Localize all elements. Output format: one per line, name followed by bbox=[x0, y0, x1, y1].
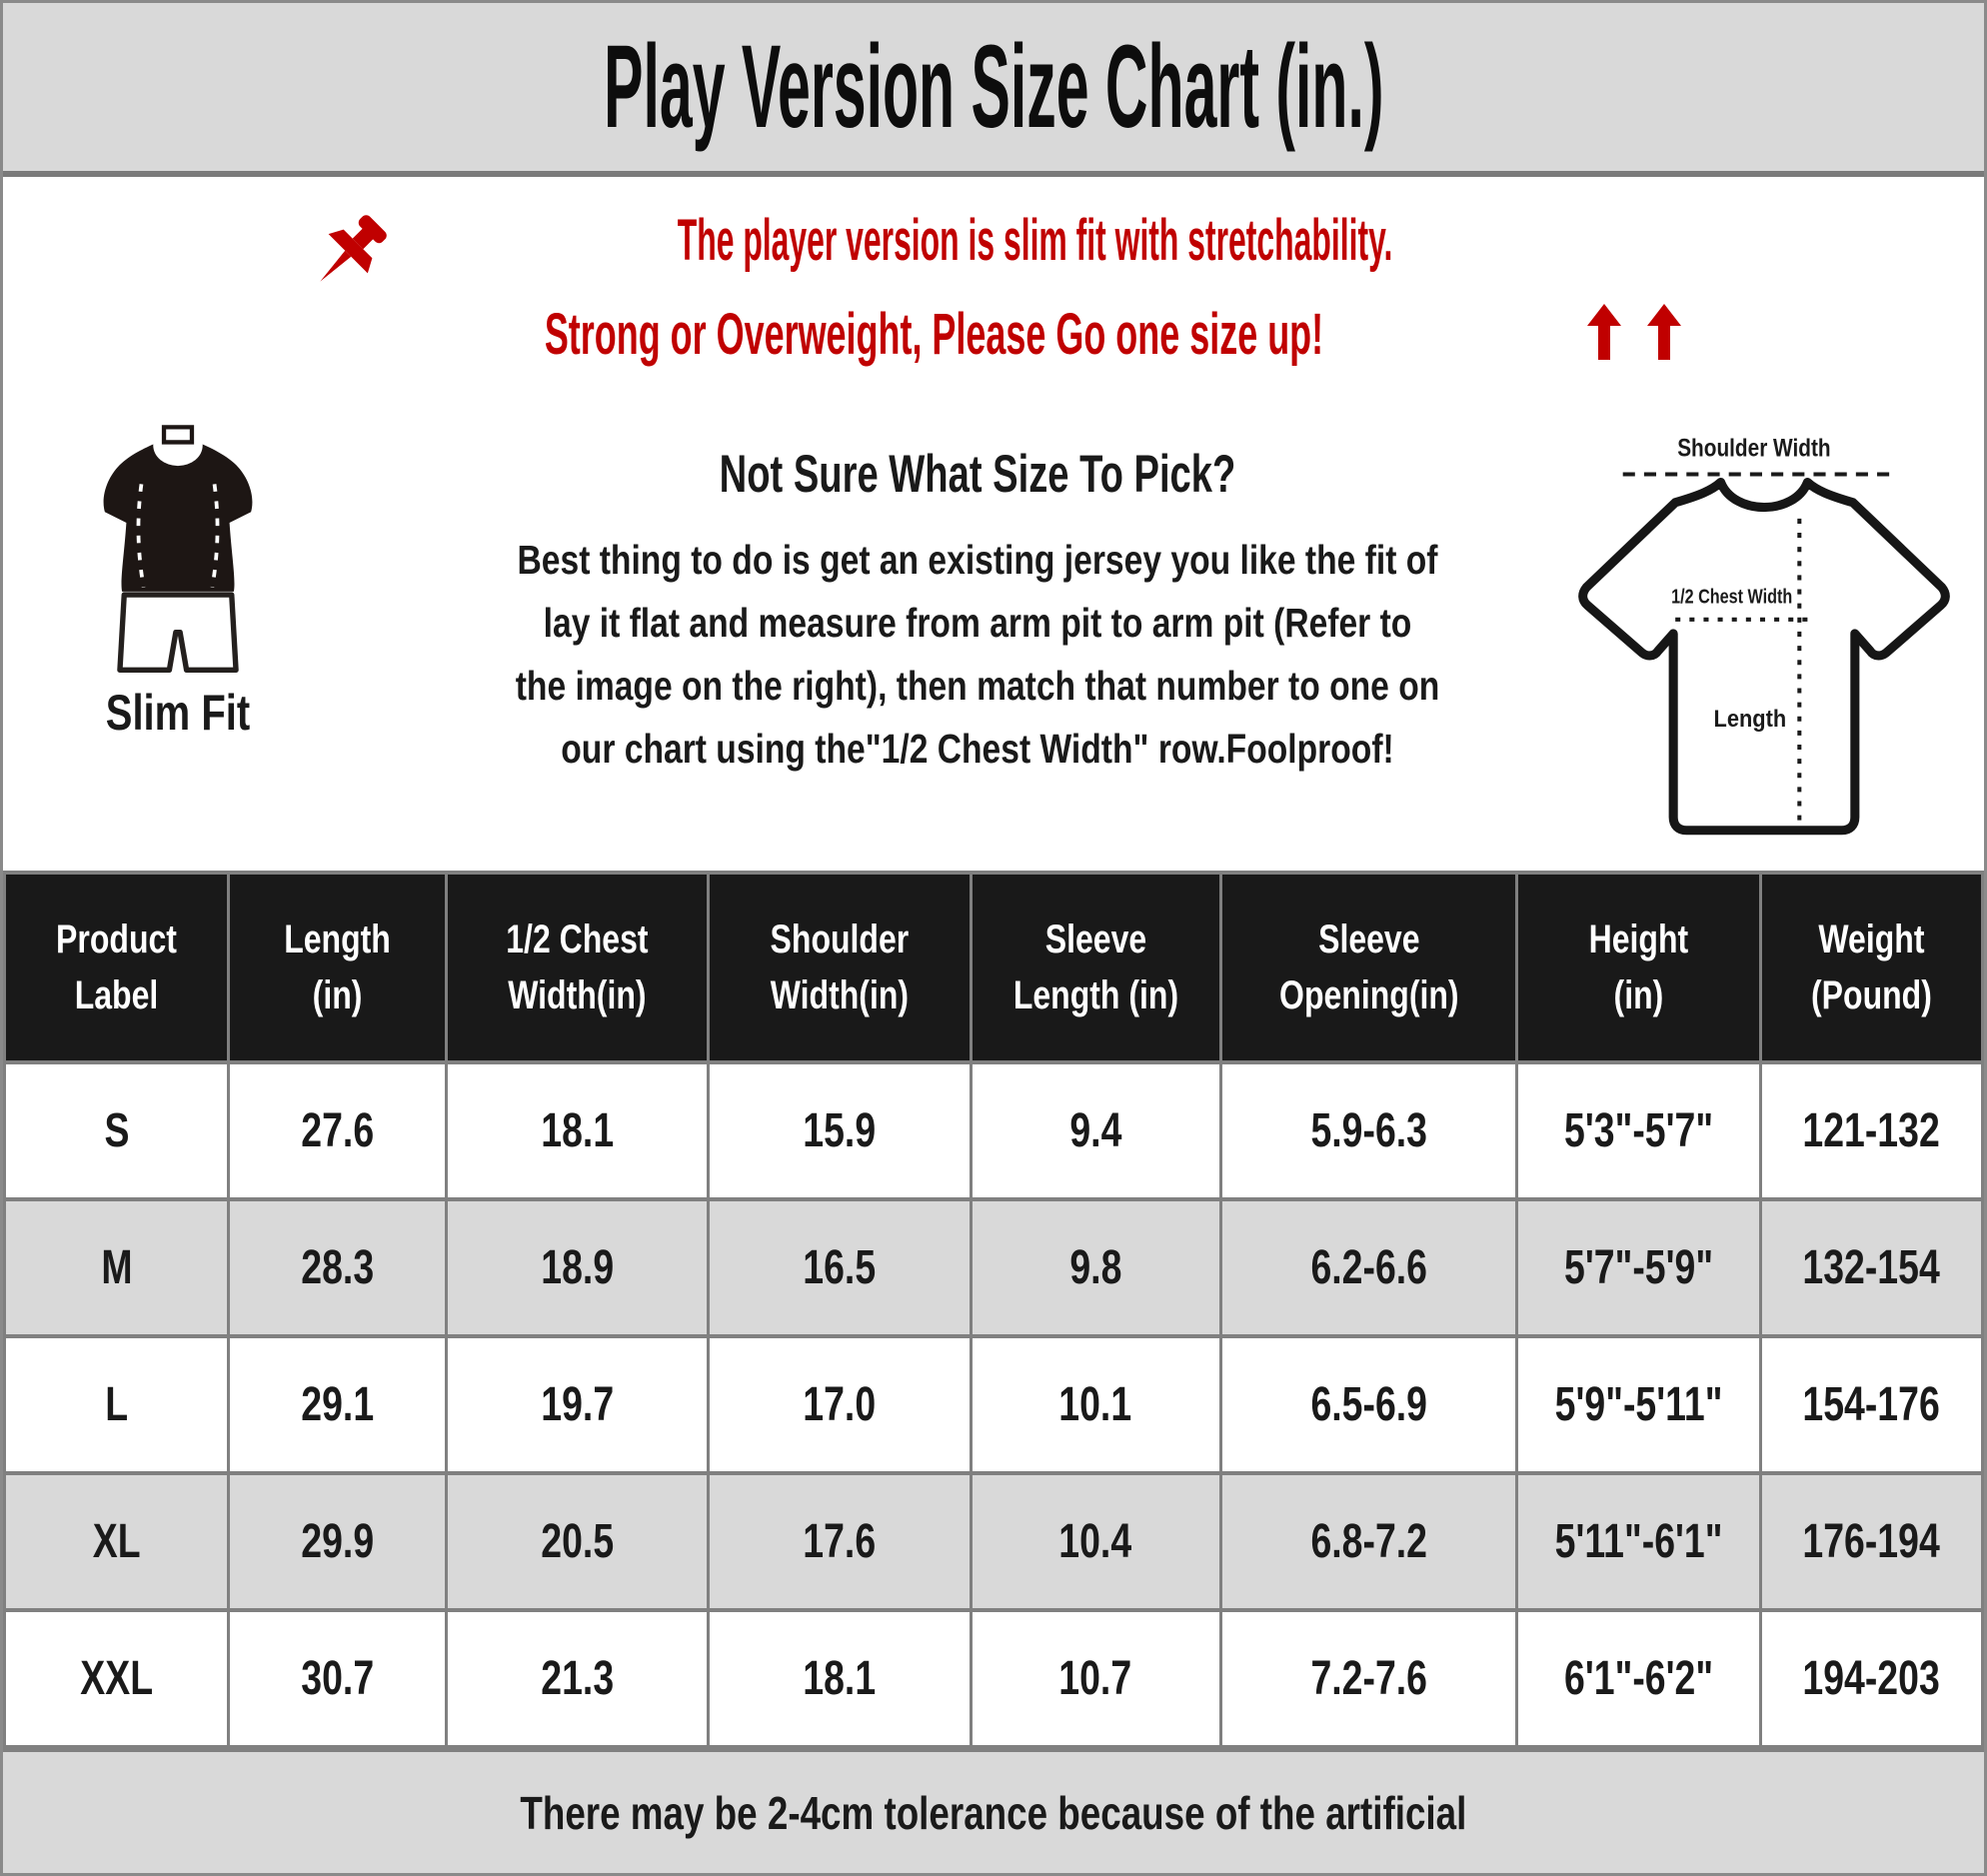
up-arrow-icon bbox=[1587, 303, 1622, 360]
size-help-heading: Not Sure What Size To Pick? bbox=[719, 445, 1236, 504]
table-cell: 20.5 bbox=[445, 1471, 710, 1612]
measurement-diagram: Shoulder Width 1/2 Chest Width Length bbox=[1552, 422, 1976, 861]
table-cell: 5'7"-5'9" bbox=[1515, 1197, 1763, 1338]
table-cell: 10.1 bbox=[969, 1334, 1222, 1475]
notice-text-1: The player version is slim fit with stre… bbox=[678, 207, 1393, 273]
table-cell: 9.4 bbox=[969, 1060, 1222, 1201]
table-cell: 10.7 bbox=[969, 1608, 1222, 1749]
table-cell: 154-176 bbox=[1759, 1334, 1984, 1475]
table-row-xl: XL 29.9 20.5 17.6 10.4 6.8-7.2 5'11"-6'1… bbox=[3, 1471, 1984, 1612]
size-table-body: S 27.6 18.1 15.9 9.4 5.9-6.3 5'3"-5'7" 1… bbox=[3, 1060, 1984, 1749]
slim-fit-figure: Slim Fit bbox=[58, 422, 298, 742]
length-label: Length bbox=[1714, 706, 1787, 733]
table-cell: 132-154 bbox=[1759, 1197, 1984, 1338]
tshirt-outline bbox=[1578, 478, 1950, 836]
table-cell: 6'1"-6'2" bbox=[1515, 1608, 1763, 1749]
table-row-s: S 27.6 18.1 15.9 9.4 5.9-6.3 5'3"-5'7" 1… bbox=[3, 1060, 1984, 1201]
size-help-line: Best thing to do is get an existing jers… bbox=[517, 537, 1438, 583]
size-help-line: lay it flat and measure from arm pit to … bbox=[543, 600, 1412, 646]
table-cell: 29.9 bbox=[227, 1471, 449, 1612]
table-cell: 6.2-6.6 bbox=[1218, 1197, 1519, 1338]
table-cell: 15.9 bbox=[706, 1060, 973, 1201]
column-header-sleeve-opening: Sleeve Opening(in) bbox=[1218, 871, 1519, 1064]
table-cell: 10.4 bbox=[969, 1471, 1222, 1612]
table-cell: XXL bbox=[3, 1608, 231, 1749]
table-cell: 30.7 bbox=[227, 1608, 449, 1749]
title-bar: Play Version Size Chart (in.) bbox=[3, 3, 1984, 177]
table-cell: S bbox=[3, 1060, 231, 1201]
content-section: The player version is slim fit with stre… bbox=[3, 177, 1984, 871]
table-row-l: L 29.1 19.7 17.0 10.1 6.5-6.9 5'9"-5'11"… bbox=[3, 1334, 1984, 1475]
table-cell: L bbox=[3, 1334, 231, 1475]
sizing-guide-row: Slim Fit Not Sure What Size To Pick? Bes… bbox=[3, 408, 1984, 848]
page-title: Play Version Size Chart (in.) bbox=[603, 21, 1384, 153]
half-chest-width-label: 1/2 Chest Width bbox=[1671, 587, 1792, 609]
column-header-weight: Weight (Pound) bbox=[1759, 871, 1984, 1064]
table-cell: 18.1 bbox=[445, 1060, 710, 1201]
table-cell: M bbox=[3, 1197, 231, 1338]
table-cell: 7.2-7.6 bbox=[1218, 1608, 1519, 1749]
table-row-xxl: XXL 30.7 21.3 18.1 10.7 7.2-7.6 6'1"-6'2… bbox=[3, 1608, 1984, 1749]
size-table: Product Label Length (in) 1/2 Chest Width(i… bbox=[3, 871, 1984, 1749]
size-table-header: Product Label Length (in) 1/2 Chest Width(i… bbox=[3, 871, 1984, 1064]
table-cell: 5'9"-5'11" bbox=[1515, 1334, 1763, 1475]
slim-fit-seam-right bbox=[210, 484, 220, 588]
table-cell: XL bbox=[3, 1471, 231, 1612]
pushpin-spike bbox=[320, 250, 352, 282]
table-cell: 5'11"-6'1" bbox=[1515, 1471, 1763, 1612]
table-cell: 9.8 bbox=[969, 1197, 1222, 1338]
table-cell: 5.9-6.3 bbox=[1218, 1060, 1519, 1201]
notice-line-2: Strong or Overweight, Please Go one size… bbox=[3, 301, 1984, 368]
table-cell: 27.6 bbox=[227, 1060, 449, 1201]
notice-line-1: The player version is slim fit with stre… bbox=[3, 205, 1984, 282]
table-cell: 21.3 bbox=[445, 1608, 710, 1749]
tolerance-text: There may be 2-4cm tolerance because of … bbox=[520, 1786, 1467, 1839]
column-header-shoulder-width: Shoulder Width(in) bbox=[706, 871, 973, 1064]
pushpin-flange bbox=[329, 229, 373, 274]
table-cell: 5'3"-5'7" bbox=[1515, 1060, 1763, 1201]
table-cell: 121-132 bbox=[1759, 1060, 1984, 1201]
slim-fit-label: Slim Fit bbox=[105, 685, 251, 741]
up-arrow-icon bbox=[1647, 303, 1682, 360]
tolerance-note: There may be 2-4cm tolerance because of … bbox=[3, 1749, 1984, 1873]
table-cell: 19.7 bbox=[445, 1334, 710, 1475]
slim-fit-shorts bbox=[117, 592, 239, 674]
shoulder-width-label: Shoulder Width bbox=[1677, 434, 1830, 462]
table-cell: 29.1 bbox=[227, 1334, 449, 1475]
table-cell: 16.5 bbox=[706, 1197, 973, 1338]
table-cell: 28.3 bbox=[227, 1197, 449, 1338]
slim-fit-collar bbox=[161, 425, 195, 445]
notice-text-2: Strong or Overweight, Please Go one size… bbox=[544, 302, 1323, 367]
slim-fit-seam-left bbox=[136, 484, 146, 588]
column-header-half-chest-width: 1/2 Chest Width(in) bbox=[445, 871, 710, 1064]
size-help: Not Sure What Size To Pick? Best thing t… bbox=[408, 444, 1547, 781]
column-header-product-label: Product Label bbox=[3, 871, 231, 1064]
header-row: Product Label Length (in) 1/2 Chest Width(i… bbox=[3, 871, 1984, 1064]
column-header-height: Height (in) bbox=[1515, 871, 1763, 1064]
size-help-line: the image on the right), then match that… bbox=[515, 663, 1440, 709]
column-header-sleeve-length: Sleeve Length (in) bbox=[969, 871, 1222, 1064]
table-cell: 18.1 bbox=[706, 1608, 973, 1749]
tshirt-measurement-icon: Shoulder Width 1/2 Chest Width Length bbox=[1578, 434, 1950, 836]
table-cell: 6.5-6.9 bbox=[1218, 1334, 1519, 1475]
slim-fit-outfit-icon bbox=[103, 425, 253, 674]
table-cell: 194-203 bbox=[1759, 1608, 1984, 1749]
pushpin-icon bbox=[320, 215, 388, 282]
table-cell: 17.6 bbox=[706, 1471, 973, 1612]
table-row-m: M 28.3 18.9 16.5 9.8 6.2-6.6 5'7"-5'9" 1… bbox=[3, 1197, 1984, 1338]
size-help-line: our chart using the"1/2 Chest Width" row… bbox=[561, 726, 1394, 772]
table-cell: 18.9 bbox=[445, 1197, 710, 1338]
table-cell: 176-194 bbox=[1759, 1471, 1984, 1612]
pushpin-head bbox=[359, 215, 388, 244]
table-cell: 6.8-7.2 bbox=[1218, 1471, 1519, 1612]
column-header-length: Length (in) bbox=[227, 871, 449, 1064]
table-cell: 17.0 bbox=[706, 1334, 973, 1475]
